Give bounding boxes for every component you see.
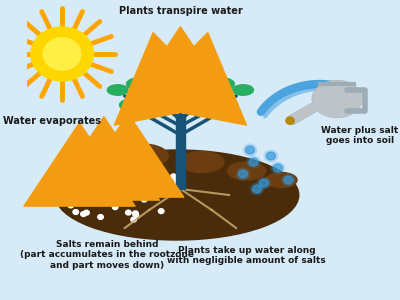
Circle shape: [174, 178, 179, 183]
Circle shape: [98, 193, 103, 198]
Circle shape: [174, 180, 180, 185]
Circle shape: [131, 217, 136, 222]
Text: Plants take up water along
with negligible amount of salts: Plants take up water along with negligib…: [167, 246, 326, 266]
Ellipse shape: [55, 172, 90, 188]
Circle shape: [70, 176, 75, 180]
Circle shape: [266, 152, 276, 160]
Ellipse shape: [116, 144, 168, 168]
Ellipse shape: [168, 63, 193, 75]
Ellipse shape: [126, 78, 151, 90]
Ellipse shape: [233, 85, 254, 95]
Circle shape: [249, 158, 258, 166]
Ellipse shape: [107, 85, 128, 95]
Circle shape: [246, 146, 254, 154]
Circle shape: [132, 172, 137, 177]
Circle shape: [81, 212, 86, 216]
Circle shape: [141, 197, 147, 202]
Circle shape: [286, 117, 294, 124]
Circle shape: [68, 203, 74, 208]
Circle shape: [133, 212, 139, 217]
Ellipse shape: [55, 150, 299, 240]
Circle shape: [65, 170, 71, 175]
Ellipse shape: [266, 172, 297, 188]
Ellipse shape: [179, 152, 224, 172]
Circle shape: [132, 184, 138, 188]
Circle shape: [238, 170, 248, 178]
Circle shape: [96, 201, 102, 206]
Ellipse shape: [191, 106, 212, 116]
Circle shape: [273, 164, 282, 172]
Circle shape: [67, 173, 72, 178]
Text: Plants transpire water: Plants transpire water: [118, 7, 242, 16]
Circle shape: [92, 186, 98, 190]
Ellipse shape: [214, 99, 238, 111]
Ellipse shape: [67, 158, 112, 178]
Circle shape: [84, 210, 89, 215]
Circle shape: [284, 176, 293, 184]
Circle shape: [147, 189, 152, 194]
Circle shape: [112, 205, 118, 209]
Circle shape: [73, 210, 78, 214]
Circle shape: [86, 194, 91, 198]
FancyBboxPatch shape: [176, 114, 185, 189]
Circle shape: [158, 209, 164, 214]
Circle shape: [31, 27, 94, 81]
Circle shape: [98, 193, 104, 198]
Ellipse shape: [228, 162, 266, 180]
Ellipse shape: [313, 81, 362, 117]
Circle shape: [98, 214, 103, 219]
Ellipse shape: [149, 91, 170, 101]
Circle shape: [106, 171, 111, 176]
Text: Water plus salt
goes into soil: Water plus salt goes into soil: [321, 126, 398, 146]
Circle shape: [70, 171, 76, 176]
Text: Water evaporates: Water evaporates: [3, 116, 101, 126]
Circle shape: [260, 179, 268, 187]
Circle shape: [115, 180, 121, 184]
Ellipse shape: [210, 78, 234, 90]
Circle shape: [132, 211, 138, 216]
Text: Salts remain behind
(part accumulates in the rootzone
and part moves down): Salts remain behind (part accumulates in…: [20, 240, 194, 270]
Circle shape: [126, 210, 131, 215]
Circle shape: [252, 185, 262, 193]
Ellipse shape: [120, 99, 144, 111]
Circle shape: [171, 174, 176, 179]
Circle shape: [43, 38, 81, 70]
Circle shape: [77, 194, 82, 199]
Ellipse shape: [191, 91, 212, 101]
Ellipse shape: [149, 106, 170, 116]
